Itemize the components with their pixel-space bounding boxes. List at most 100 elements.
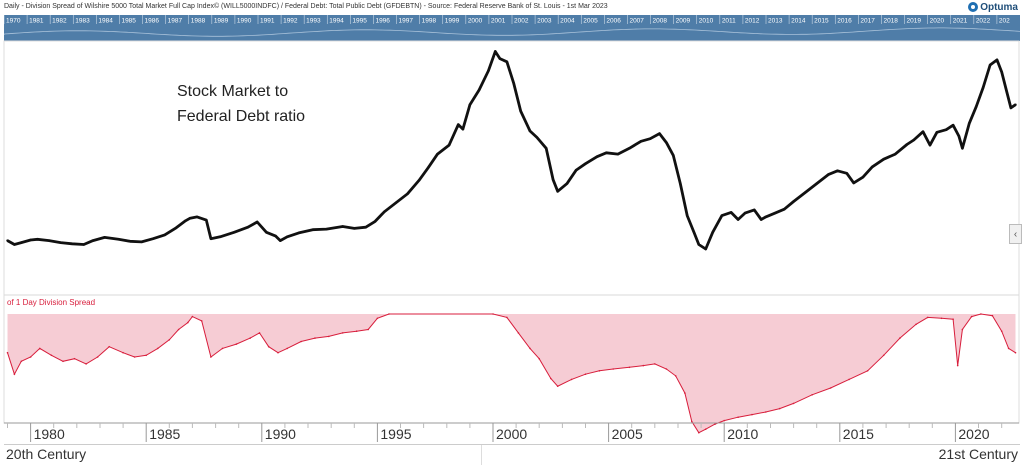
main-series-point [13,243,16,246]
sub-panel-series-point [684,392,686,394]
main-series-point [945,128,948,131]
sub-panel-series-point [628,366,631,369]
sub-panel-series-point [882,354,885,357]
x-tick-label: 1995 [380,426,411,442]
main-series-point [341,225,344,228]
main-series-point [649,137,652,140]
navigator-year-label: 1970 [6,18,21,25]
century-label-right: 21st Century [938,446,1018,462]
main-series-point [286,235,289,238]
sub-panel-series-point [940,317,943,320]
main-series-point [487,69,490,73]
main-series-point [353,227,356,230]
navigator-year-label: 1999 [445,18,460,25]
main-series-point [457,123,460,126]
main-series-point [417,179,421,182]
navigator-year-label: 2011 [722,18,736,25]
sub-panel-series-point [157,347,159,350]
main-series-point [616,152,620,156]
navigator-year-label: 2003 [537,18,552,25]
main-series-point [265,231,268,234]
sub-panel-series-point [866,370,869,372]
chart-area: Stock Market to Federal Debt ratio of 1 … [3,40,1020,442]
sub-panel-series-point [221,347,224,350]
navigator-year-label: 1998 [422,18,437,25]
main-series-point [373,220,377,223]
sub-panel-series-point [665,368,668,370]
main-series-point [447,143,451,147]
navigator-year-label: 2006 [606,18,621,25]
main-series-point [394,201,398,204]
sub-panel-series-point [1000,330,1003,333]
main-series-point [205,218,208,222]
sub-panel-series-point [367,328,370,331]
main-series-point [697,243,700,246]
main-series-point [427,166,430,169]
annotation-line-1: Stock Market to [177,83,288,100]
main-series-point [672,154,675,157]
sub-panel-series-point [829,387,832,389]
main-series-point [117,238,120,241]
main-series-point [894,152,897,156]
sub-panel-series-point [122,351,124,354]
main-series-point [988,63,992,67]
navigator-year-label: 2016 [837,18,852,25]
sub-panel-area-fill [7,314,1016,433]
x-tick-label: 1985 [149,426,180,442]
sub-panel-series-point [200,320,203,322]
navigator-year-label: 1993 [306,18,321,25]
main-series-point [1014,103,1017,106]
main-series-point [968,122,971,125]
sub-panel-series-point [584,373,587,376]
main-series-point [995,58,999,62]
main-series-point [29,238,32,242]
navigator-year-label: 1987 [168,18,183,25]
main-series-point [274,234,277,238]
main-series-point [882,158,885,161]
sub-panel-series-point [341,332,344,334]
main-series-point [815,182,818,185]
main-series-point [827,173,830,176]
sub-panel-series-point [492,313,494,315]
sub-panel-series-point [654,363,656,365]
main-series-point [1005,88,1008,92]
sub-panel-series-point [778,407,781,410]
time-navigator[interactable]: 1970 1981 1982 1983 1984 1985 1986 1987 1988 1989… [4,15,1020,41]
main-series-point [477,88,481,92]
sub-panel-series-point [145,354,147,357]
x-tick-label: 1990 [265,426,296,442]
main-series-point [1000,70,1003,74]
main-series-point [494,50,497,53]
navigator-year-label: 1985 [121,18,136,25]
sub-panel-series-point [506,316,508,319]
navigator-year-label: 2001 [491,18,506,25]
main-series-line [6,50,1017,251]
sub-panel-series-point [926,316,929,319]
main-series-point [852,181,855,185]
navigator-year-label: 202 [999,18,1010,25]
sub-panel-series-point [529,347,531,350]
sub-panel-label: of 1 Day Division Spread [7,298,95,307]
main-series-point [803,191,807,194]
chevron-left-icon: ‹ [1013,228,1018,240]
navigator-year-label: 2021 [953,18,968,25]
sub-panel-series-point [191,315,194,318]
navigator-year-label: 2014 [791,18,806,25]
scroll-left-button[interactable]: ‹ [1009,224,1022,244]
main-series-point [163,233,166,237]
sub-panel-series-point [970,315,973,318]
sub-panel-series-point [29,356,32,358]
sub-panel-series-point [1014,351,1017,354]
x-tick-label: 1980 [34,426,65,442]
main-series-point [704,247,707,251]
navigator-overview-line [4,27,1020,37]
sub-panel-series-point [899,337,901,339]
navigator-year-label: 1984 [98,18,113,25]
sub-panel-series-point [691,420,693,423]
sub-panel-series-point [187,321,189,324]
navigator-year-label: 1990 [237,18,252,25]
main-series-point [36,238,39,241]
sub-panel-series-point [108,345,110,348]
main-series-point [1009,106,1013,110]
main-series-point [195,215,199,219]
